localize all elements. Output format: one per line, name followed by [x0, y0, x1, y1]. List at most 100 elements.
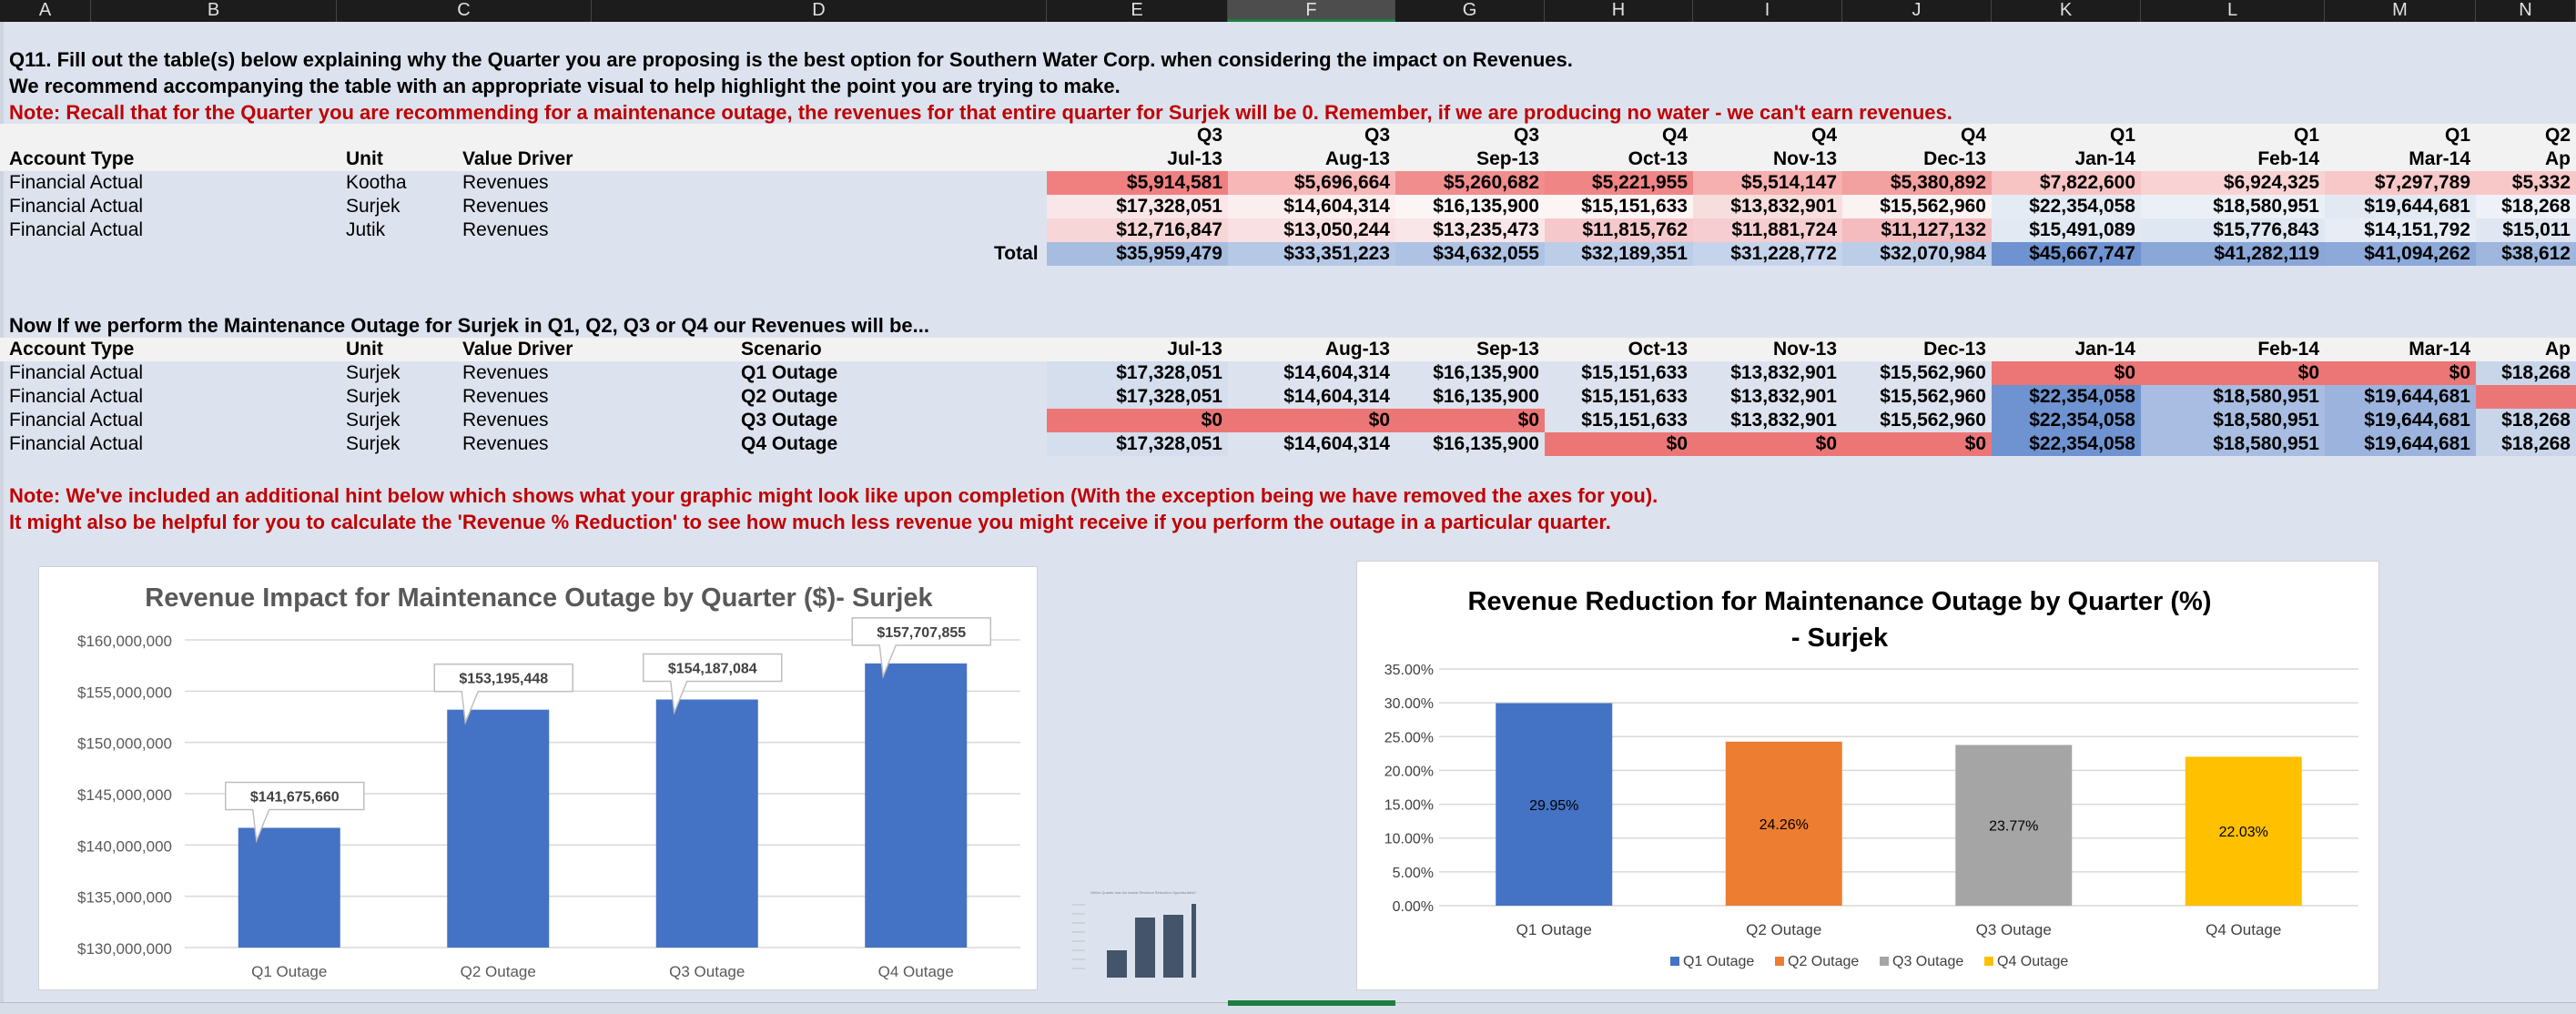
revenue-cell[interactable]: $13,235,473 — [1395, 218, 1545, 242]
total-cell[interactable]: $33,351,223 — [1228, 242, 1395, 266]
scenario-revenue-cell[interactable]: $13,832,901 — [1693, 385, 1842, 409]
hint-mini-chart: Which Quarter has the lowest Revenue Red… — [1072, 890, 1196, 978]
scenario-revenue-cell[interactable]: $15,562,960 — [1842, 385, 1992, 409]
scenario-revenue-cell[interactable]: $18,268 — [2476, 361, 2576, 385]
column-header-c[interactable]: C — [337, 0, 592, 22]
scenario-revenue-cell[interactable]: $0 — [1992, 361, 2141, 385]
scenario-revenue-cell[interactable]: $0 — [2325, 361, 2476, 385]
scenario-revenue-cell[interactable]: $0 — [1693, 432, 1842, 456]
revenue-cell[interactable]: $5,332 — [2476, 171, 2576, 195]
revenue-cell[interactable]: $7,822,600 — [1992, 171, 2141, 195]
scenario-revenue-cell[interactable]: $0 — [1842, 432, 1992, 456]
scenario-revenue-cell[interactable]: $15,562,960 — [1842, 409, 1992, 432]
revenue-cell[interactable]: $11,881,724 — [1693, 218, 1842, 242]
revenue-cell[interactable]: $5,914,581 — [1047, 171, 1228, 195]
scenario-revenue-cell[interactable]: $0 — [1228, 409, 1395, 432]
scenario-revenue-cell[interactable]: $0 — [1545, 432, 1693, 456]
revenue-cell[interactable]: $11,127,132 — [1842, 218, 1992, 242]
month-label: Sep-13 — [1476, 148, 1539, 169]
total-cell[interactable]: $38,612 — [2476, 242, 2576, 266]
revenue-cell[interactable]: $13,832,901 — [1693, 195, 1842, 218]
revenue-cell[interactable]: $19,644,681 — [2325, 195, 2476, 218]
revenue-cell[interactable]: $15,776,843 — [2141, 218, 2325, 242]
scenario-revenue-cell[interactable]: $18,268 — [2476, 432, 2576, 456]
column-header-g[interactable]: G — [1395, 0, 1545, 22]
revenue-cell[interactable]: $5,380,892 — [1842, 171, 1992, 195]
scenario-revenue-cell[interactable]: $15,151,633 — [1545, 385, 1693, 409]
column-header-f[interactable]: F — [1228, 0, 1395, 22]
revenue-cell[interactable]: $5,221,955 — [1545, 171, 1693, 195]
revenue-reduction-chart[interactable]: Revenue Reduction for Maintenance Outage… — [1356, 561, 2379, 990]
scenario-revenue-cell[interactable]: $13,832,901 — [1693, 409, 1842, 432]
revenue-cell[interactable]: $12,716,847 — [1047, 218, 1228, 242]
scenario-revenue-cell[interactable]: $19,644,681 — [2325, 385, 2476, 409]
scenario-revenue-cell[interactable]: $19,644,681 — [2325, 432, 2476, 456]
total-cell[interactable]: $31,228,772 — [1693, 242, 1842, 266]
revenue-impact-chart[interactable]: Revenue Impact for Maintenance Outage by… — [38, 566, 1038, 990]
revenue-cell[interactable]: $18,580,951 — [2141, 195, 2325, 218]
revenue-cell[interactable]: $13,050,244 — [1228, 218, 1395, 242]
scenario-revenue-cell[interactable]: $18,580,951 — [2141, 385, 2325, 409]
scenario-revenue-cell[interactable]: $15,151,633 — [1545, 361, 1693, 385]
total-cell[interactable]: $34,632,055 — [1395, 242, 1545, 266]
revenue-cell[interactable]: $7,297,789 — [2325, 171, 2476, 195]
scenario-revenue-cell[interactable]: $15,151,633 — [1545, 409, 1693, 432]
total-cell[interactable]: $32,189,351 — [1545, 242, 1693, 266]
revenue-cell[interactable]: $18,268 — [2476, 195, 2576, 218]
scenario-revenue-cell[interactable]: $16,135,900 — [1395, 385, 1545, 409]
revenue-cell[interactable]: $6,924,325 — [2141, 171, 2325, 195]
scenario-revenue-cell[interactable]: $22,354,058 — [1992, 385, 2141, 409]
scenario-revenue-cell[interactable]: $17,328,051 — [1047, 361, 1228, 385]
scenario-revenue-cell[interactable]: $19,644,681 — [2325, 409, 2476, 432]
scenario-revenue-cell[interactable]: $0 — [2141, 361, 2325, 385]
scenario-revenue-cell[interactable]: $18,268 — [2476, 409, 2576, 432]
scenario-revenue-cell[interactable]: $18,580,951 — [2141, 432, 2325, 456]
scenario-revenue-cell[interactable]: $17,328,051 — [1047, 385, 1228, 409]
scenario-revenue-cell[interactable]: $16,135,900 — [1395, 432, 1545, 456]
revenue-cell[interactable]: $15,011 — [2476, 218, 2576, 242]
scenario-revenue-cell[interactable]: $0 — [1047, 409, 1228, 432]
scenario-revenue-cell[interactable]: $22,354,058 — [1992, 432, 2141, 456]
scenario-revenue-cell[interactable]: $18,580,951 — [2141, 409, 2325, 432]
column-header-h[interactable]: H — [1545, 0, 1693, 22]
column-header-n[interactable]: N — [2476, 0, 2576, 22]
revenue-cell[interactable]: $5,260,682 — [1395, 171, 1545, 195]
total-cell[interactable]: $41,282,119 — [2141, 242, 2325, 266]
total-cell[interactable]: $45,667,747 — [1992, 242, 2141, 266]
total-cell[interactable]: $35,959,479 — [1047, 242, 1228, 266]
column-header-m[interactable]: M — [2325, 0, 2476, 22]
revenue-cell[interactable]: $14,604,314 — [1228, 195, 1395, 218]
column-header-j[interactable]: J — [1842, 0, 1992, 22]
column-header-l[interactable]: L — [2141, 0, 2325, 22]
revenue-cell[interactable]: $15,562,960 — [1842, 195, 1992, 218]
revenue-cell[interactable]: $15,151,633 — [1545, 195, 1693, 218]
scenario-revenue-cell[interactable]: $17,328,051 — [1047, 432, 1228, 456]
scenario-revenue-cell[interactable]: $14,604,314 — [1228, 361, 1395, 385]
month-label: Feb-14 — [2257, 148, 2319, 169]
revenue-cell[interactable]: $17,328,051 — [1047, 195, 1228, 218]
scenario-revenue-cell[interactable]: $16,135,900 — [1395, 361, 1545, 385]
total-cell[interactable]: $41,094,262 — [2325, 242, 2476, 266]
scenario-revenue-cell[interactable]: $14,604,314 — [1228, 432, 1395, 456]
scenario-revenue-cell[interactable]: $0 — [1395, 409, 1545, 432]
scenario-revenue-cell[interactable]: $14,604,314 — [1228, 385, 1395, 409]
scenario-revenue-cell[interactable]: $22,354,058 — [1992, 409, 2141, 432]
total-cell[interactable]: $32,070,984 — [1842, 242, 1992, 266]
column-header-b[interactable]: B — [91, 0, 337, 22]
column-header-d[interactable]: D — [592, 0, 1047, 22]
revenue-cell[interactable]: $16,135,900 — [1395, 195, 1545, 218]
column-header-a[interactable]: A — [0, 0, 91, 22]
revenue-cell[interactable]: $22,354,058 — [1992, 195, 2141, 218]
revenue-cell[interactable]: $15,491,089 — [1992, 218, 2141, 242]
scenario-revenue-cell[interactable]: $13,832,901 — [1693, 361, 1842, 385]
column-header-i[interactable]: I — [1693, 0, 1842, 22]
column-header-e[interactable]: E — [1047, 0, 1228, 22]
revenue-cell[interactable]: $11,815,762 — [1545, 218, 1693, 242]
scenario-revenue-cell[interactable]: $15,562,960 — [1842, 361, 1992, 385]
revenue-cell[interactable]: $14,151,792 — [2325, 218, 2476, 242]
revenue-cell[interactable]: $5,514,147 — [1693, 171, 1842, 195]
column-header-k[interactable]: K — [1992, 0, 2141, 22]
scenario-revenue-cell[interactable] — [2476, 385, 2576, 409]
revenue-cell[interactable]: $5,696,664 — [1228, 171, 1395, 195]
unit: Surjek — [346, 362, 401, 383]
